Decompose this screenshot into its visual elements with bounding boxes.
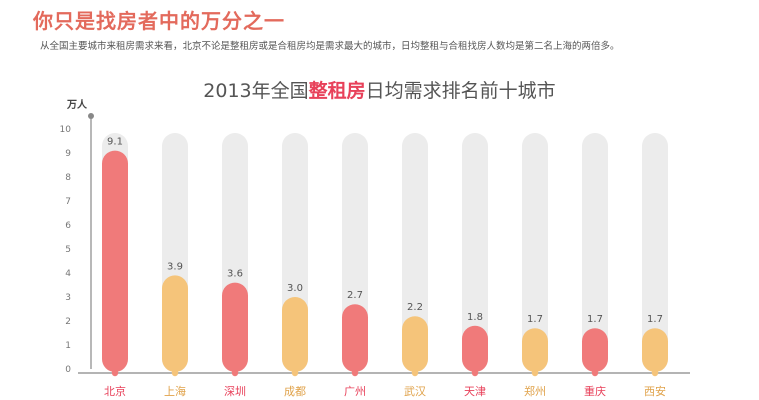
category-dot	[591, 369, 599, 377]
y-tick-label: 4	[65, 269, 71, 279]
bar-track	[522, 133, 548, 372]
bar-track	[462, 133, 488, 372]
category-dot	[111, 369, 119, 377]
bar	[282, 297, 308, 372]
y-axis-unit: 万人	[66, 98, 88, 111]
y-tick-label: 6	[65, 221, 71, 231]
category-dot	[351, 369, 359, 377]
chart-title: 2013年全国整租房日均需求排名前十城市	[0, 76, 759, 103]
y-tick-label: 3	[65, 293, 71, 303]
category-label: 西安	[644, 384, 666, 398]
bar	[462, 325, 488, 372]
category-label: 成都	[284, 385, 306, 398]
category-label: 深圳	[224, 385, 246, 398]
bar-track	[642, 133, 668, 372]
category-label: 武汉	[404, 385, 426, 398]
value-label: 2.2	[407, 302, 423, 313]
bar	[342, 304, 368, 372]
y-tick-label: 1	[65, 341, 71, 351]
category-dot	[231, 369, 239, 377]
category-label: 重庆	[584, 384, 606, 398]
value-label: 3.6	[227, 269, 243, 280]
y-tick-label: 0	[65, 365, 71, 375]
category-label: 上海	[164, 384, 186, 398]
bar	[522, 328, 548, 372]
category-dot	[291, 369, 299, 377]
y-axis-top-dot	[88, 113, 94, 119]
value-label: 1.8	[467, 312, 483, 323]
bar	[582, 328, 608, 372]
chart-title-suffix: 日均需求排名前十城市	[365, 80, 556, 102]
bar	[222, 282, 248, 372]
value-label: 3.0	[287, 283, 303, 294]
category-label: 天津	[464, 385, 486, 398]
value-label: 9.1	[107, 137, 123, 148]
page-title: 你只是找房者中的万分之一	[33, 9, 285, 33]
bar	[642, 328, 668, 372]
category-dot	[471, 369, 479, 377]
bar	[402, 316, 428, 372]
page-subtitle: 从全国主要城市来租房需求来看，北京不论是整租房或是合租房均是需求最大的城市，日均…	[40, 41, 620, 52]
category-dot	[411, 369, 419, 377]
bar-track	[582, 133, 608, 372]
y-tick-label: 2	[65, 317, 71, 327]
category-dot	[531, 369, 539, 377]
value-label: 1.7	[647, 314, 663, 325]
bar-track	[402, 133, 428, 372]
value-label: 1.7	[587, 314, 603, 325]
y-tick-label: 9	[65, 149, 71, 159]
y-tick-label: 10	[60, 125, 72, 135]
chart-title-highlight: 整租房	[308, 80, 366, 102]
category-dot	[651, 369, 659, 377]
y-tick-label: 8	[65, 173, 71, 183]
y-tick-label: 7	[65, 197, 71, 207]
value-label: 2.7	[347, 290, 363, 301]
bar	[162, 275, 188, 372]
category-label: 广州	[344, 385, 366, 398]
bar	[102, 150, 128, 372]
chart-title-prefix: 2013年全国	[203, 80, 309, 102]
category-label: 郑州	[524, 384, 546, 398]
value-label: 1.7	[527, 314, 543, 325]
value-label: 3.9	[167, 261, 183, 272]
category-dot	[171, 369, 179, 377]
y-tick-label: 5	[65, 245, 71, 255]
category-label: 北京	[104, 384, 126, 398]
